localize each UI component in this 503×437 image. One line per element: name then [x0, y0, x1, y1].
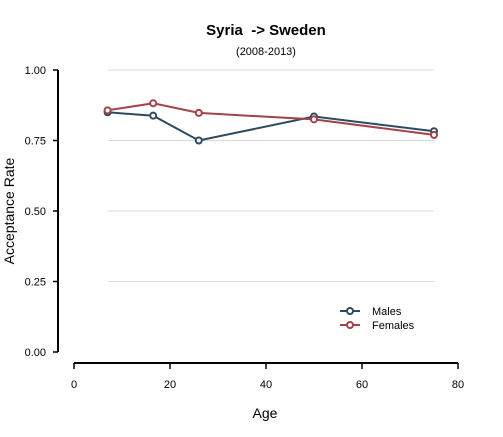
- legend-item: Females: [340, 320, 415, 332]
- x-tick-label: 40: [260, 379, 272, 391]
- x-axis-label: Age: [253, 405, 278, 421]
- y-tick-label: 0.75: [25, 136, 46, 148]
- y-tick-label: 1.00: [25, 65, 46, 77]
- data-point: [149, 111, 158, 120]
- series-females: [103, 99, 438, 139]
- data-point: [103, 106, 112, 115]
- series-line: [107, 102, 435, 136]
- series-males: [103, 108, 438, 145]
- grid-lines: [108, 69, 434, 282]
- legend-label: Males: [372, 306, 402, 318]
- y-axis-label: Acceptance Rate: [1, 157, 17, 264]
- chart-subtitle: (2008-2013): [236, 46, 296, 58]
- y-tick-label: 0.25: [25, 277, 46, 289]
- legend-label: Females: [372, 320, 415, 332]
- legend: Males Females: [340, 306, 415, 332]
- x-axis-ticks: 0 20 40 60 80: [71, 363, 464, 391]
- chart-title: Syria -> Sweden: [206, 22, 326, 39]
- y-tick-label: 0.50: [25, 206, 46, 218]
- data-point: [194, 108, 203, 117]
- x-tick-label: 0: [71, 379, 77, 391]
- legend-marker: [346, 321, 354, 329]
- data-point: [310, 115, 318, 124]
- data-point: [194, 136, 203, 145]
- data-point: [430, 130, 438, 139]
- y-tick-label: 0.00: [25, 347, 46, 359]
- legend-item: Males: [340, 306, 402, 318]
- data-point: [149, 99, 158, 108]
- x-tick-label: 80: [452, 379, 464, 391]
- x-tick-label: 60: [356, 379, 368, 391]
- x-tick-label: 20: [164, 379, 176, 391]
- legend-marker: [346, 307, 354, 315]
- series-layer: [103, 99, 438, 145]
- y-axis-ticks: 0.00 0.25 0.50 0.75 1.00: [25, 65, 58, 359]
